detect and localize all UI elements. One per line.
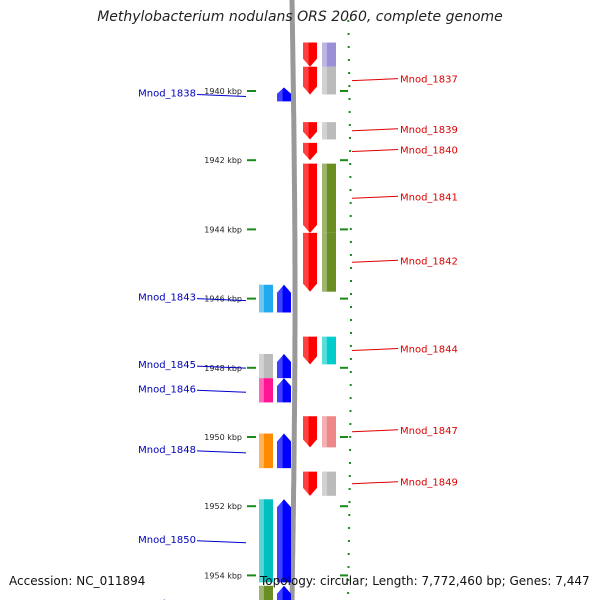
mnod-1842-arrow: [303, 232, 317, 292]
mnod-1844-feature: [322, 336, 336, 365]
mnod-1841-arrow: [303, 163, 317, 233]
mnod-1841-label: Mnod_1841: [400, 192, 458, 203]
mnod-1850-leader: [196, 540, 247, 544]
mnod-1838-leader: [196, 93, 247, 97]
mnod-1851-feature: [259, 585, 273, 600]
genome-spine: [289, 0, 298, 600]
tick-label-1954: 1954 kbp: [204, 571, 242, 580]
mnod-1844-leader: [351, 348, 399, 351]
mnod-1841-leader: [351, 195, 399, 199]
genome-summary-text: Topology: circular; Length: 7,772,460 bp…: [260, 574, 590, 588]
mnod-1848-leader: [196, 450, 247, 454]
mnod-1844-label: Mnod_1844: [400, 345, 458, 356]
tick-label-1940: 1940 kbp: [204, 87, 242, 96]
mnod-1846-label: Mnod_1846: [138, 384, 196, 395]
mnod-1847-feature: [322, 416, 336, 448]
mnod-1848-feature: [259, 433, 273, 469]
mnod-1843-feature: [259, 284, 273, 313]
gene-band: [250, 0, 348, 600]
mnod-1849-label: Mnod_1849: [400, 478, 458, 489]
mnod-1840-arrow: [303, 142, 317, 161]
mnod-1848-label: Mnod_1848: [138, 445, 196, 456]
mnod-1837-label: Mnod_1837: [400, 75, 458, 86]
mnod-1851-label: Mnod_1851: [138, 599, 196, 600]
mnod-1846-leader: [196, 389, 247, 393]
mnod-1849-leader: [351, 481, 399, 485]
mnod-1843-leader: [196, 298, 247, 302]
mnod-1845-arrow: [277, 353, 291, 379]
mnod-1843-label: Mnod_1843: [138, 293, 196, 304]
mnod-1849-arrow: [303, 471, 317, 496]
map-title: Methylobacterium nodulans ORS 2060, comp…: [97, 9, 503, 25]
tick-label-1944: 1944 kbp: [204, 225, 242, 234]
mnod-1842-leader: [351, 259, 399, 263]
tick-label-1948: 1948 kbp: [204, 364, 242, 373]
mnod-1847-leader: [351, 429, 399, 433]
mnod-1849-feature: [322, 471, 336, 496]
mnod-1840-label: Mnod_1840: [400, 146, 458, 157]
mnod-1848-arrow: [277, 433, 291, 469]
mnod-1840-leader: [351, 149, 399, 153]
tick-label-1950: 1950 kbp: [204, 433, 242, 442]
mnod-1845-leader: [196, 365, 247, 369]
gene-0-arrow: [303, 42, 317, 67]
mnod-1845-label: Mnod_1845: [138, 360, 196, 371]
mnod-1844-arrow: [303, 336, 317, 365]
mnod-1850-arrow: [277, 499, 291, 583]
mnod-1850-feature: [259, 499, 273, 583]
mnod-1838-label: Mnod_1838: [138, 88, 196, 99]
mnod-1839-leader: [351, 128, 399, 132]
mnod-1838-arrow: [277, 87, 291, 102]
tick-label-1952: 1952 kbp: [204, 502, 242, 511]
tick-label-1942: 1942 kbp: [204, 156, 242, 165]
mnod-1847-arrow: [303, 416, 317, 448]
mnod-1837-arrow: [303, 66, 317, 95]
mnod-1846-feature: [259, 378, 273, 403]
tick-label-1946: 1946 kbp: [204, 295, 242, 304]
mnod-1850-label: Mnod_1850: [138, 535, 196, 546]
mnod-1842-feature: [322, 232, 336, 292]
mnod-1839-arrow: [303, 122, 317, 140]
guide-track-4: [347, 19, 352, 600]
mnod-1842-label: Mnod_1842: [400, 256, 458, 267]
gene-0-feature: [322, 42, 336, 67]
accession-text: Accession: NC_011894: [9, 574, 146, 588]
mnod-1837-feature: [322, 66, 336, 95]
mnod-1839-label: Mnod_1839: [400, 125, 458, 136]
mnod-1843-arrow: [277, 284, 291, 313]
mnod-1841-feature: [322, 163, 336, 233]
gene-layer: [259, 42, 336, 600]
ruler-layer: 1940 kbp 1942 kbp 1944 kbp 1946 kbp 1948 kbp…: [204, 0, 352, 600]
mnod-1846-arrow: [277, 378, 291, 403]
mnod-1847-label: Mnod_1847: [400, 426, 458, 437]
mnod-1837-leader: [351, 78, 399, 82]
mnod-1839-feature: [322, 122, 336, 140]
mnod-1845-feature: [259, 353, 273, 379]
mnod-1851-arrow: [277, 585, 291, 600]
label-layer: Mnod_1837 Mnod_1838 Mnod_1839 Mnod_1840 Mnod…: [138, 75, 458, 600]
